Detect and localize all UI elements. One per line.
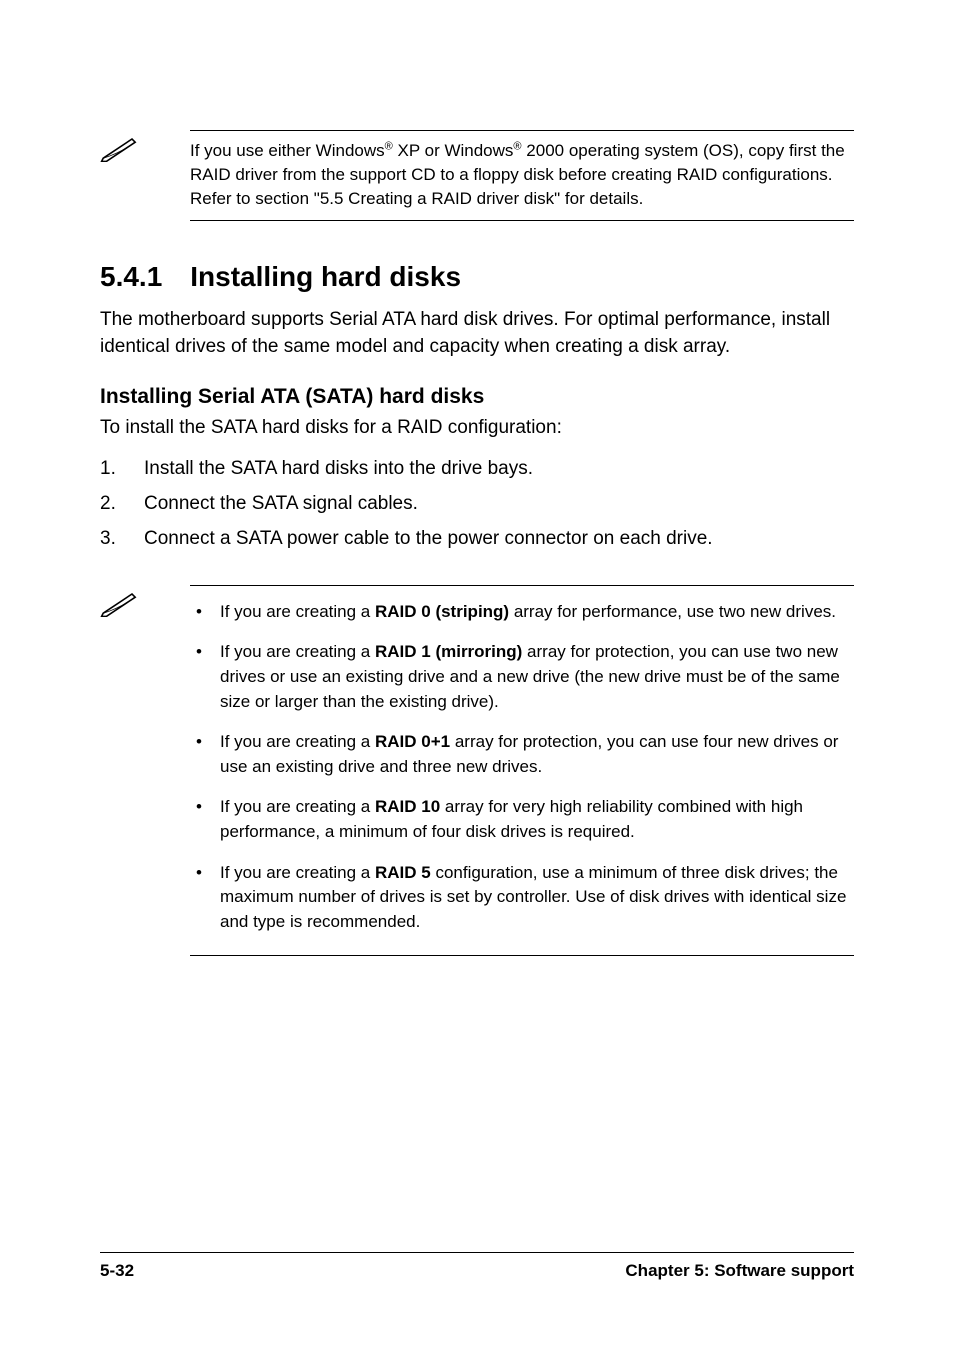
bullet-icon: • [190,861,220,935]
note-list-item: •If you are creating a RAID 10 array for… [190,789,854,854]
note-list: •If you are creating a RAID 0 (striping)… [190,594,854,945]
note-block-bottom: •If you are creating a RAID 0 (striping)… [100,585,854,956]
note-list-item: •If you are creating a RAID 0 (striping)… [190,594,854,635]
li-bold: RAID 1 (mirroring) [375,642,522,661]
pencil-note-icon [100,587,140,617]
step-text: Install the SATA hard disks into the dri… [144,451,533,486]
bullet-icon: • [190,795,220,844]
note1-part2: XP or Windows [393,141,514,160]
li-bold: RAID 0 (striping) [375,602,509,621]
bullet-icon: • [190,600,220,625]
sublead: To install the SATA hard disks for a RAI… [100,415,854,442]
step-item: 3.Connect a SATA power cable to the powe… [100,521,854,556]
pencil-note-icon [100,132,140,162]
li-pre: If you are creating a [220,602,375,621]
steps-list: 1.Install the SATA hard disks into the d… [100,451,854,556]
subheading: Installing Serial ATA (SATA) hard disks [100,385,854,409]
step-item: 1.Install the SATA hard disks into the d… [100,451,854,486]
li-pre: If you are creating a [220,863,375,882]
bullet-icon: • [190,730,220,779]
step-num: 1. [100,451,144,486]
footer-page-num: 5-32 [100,1261,134,1281]
note-body-top: If you use either Windows® XP or Windows… [190,130,854,221]
note1-part1: If you use either Windows [190,141,385,160]
reg-mark: ® [385,140,393,152]
bullet-icon: • [190,640,220,714]
note-list-item: •If you are creating a RAID 0+1 array fo… [190,724,854,789]
li-bold: RAID 0+1 [375,732,450,751]
footer-chapter: Chapter 5: Software support [625,1261,854,1281]
note-body-bottom: •If you are creating a RAID 0 (striping)… [190,585,854,956]
li-pre: If you are creating a [220,642,375,661]
page-footer: 5-32 Chapter 5: Software support [100,1252,854,1281]
reg-mark: ® [513,140,521,152]
section-title: Installing hard disks [190,261,461,293]
li-pre: If you are creating a [220,797,375,816]
li-pre: If you are creating a [220,732,375,751]
step-item: 2.Connect the SATA signal cables. [100,486,854,521]
li-bold: RAID 10 [375,797,440,816]
page: If you use either Windows® XP or Windows… [0,0,954,1351]
intro-paragraph: The motherboard supports Serial ATA hard… [100,307,854,360]
note-list-item: •If you are creating a RAID 5 configurat… [190,855,854,945]
section-heading: 5.4.1 Installing hard disks [100,261,854,293]
step-text: Connect the SATA signal cables. [144,486,418,521]
step-num: 3. [100,521,144,556]
li-bold: RAID 5 [375,863,431,882]
note-icon-col [100,130,190,221]
step-num: 2. [100,486,144,521]
li-post: array for performance, use two new drive… [509,602,836,621]
note-icon-col [100,585,190,956]
step-text: Connect a SATA power cable to the power … [144,521,713,556]
note-list-item: •If you are creating a RAID 1 (mirroring… [190,634,854,724]
note-block-top: If you use either Windows® XP or Windows… [100,130,854,221]
section-number: 5.4.1 [100,261,162,293]
